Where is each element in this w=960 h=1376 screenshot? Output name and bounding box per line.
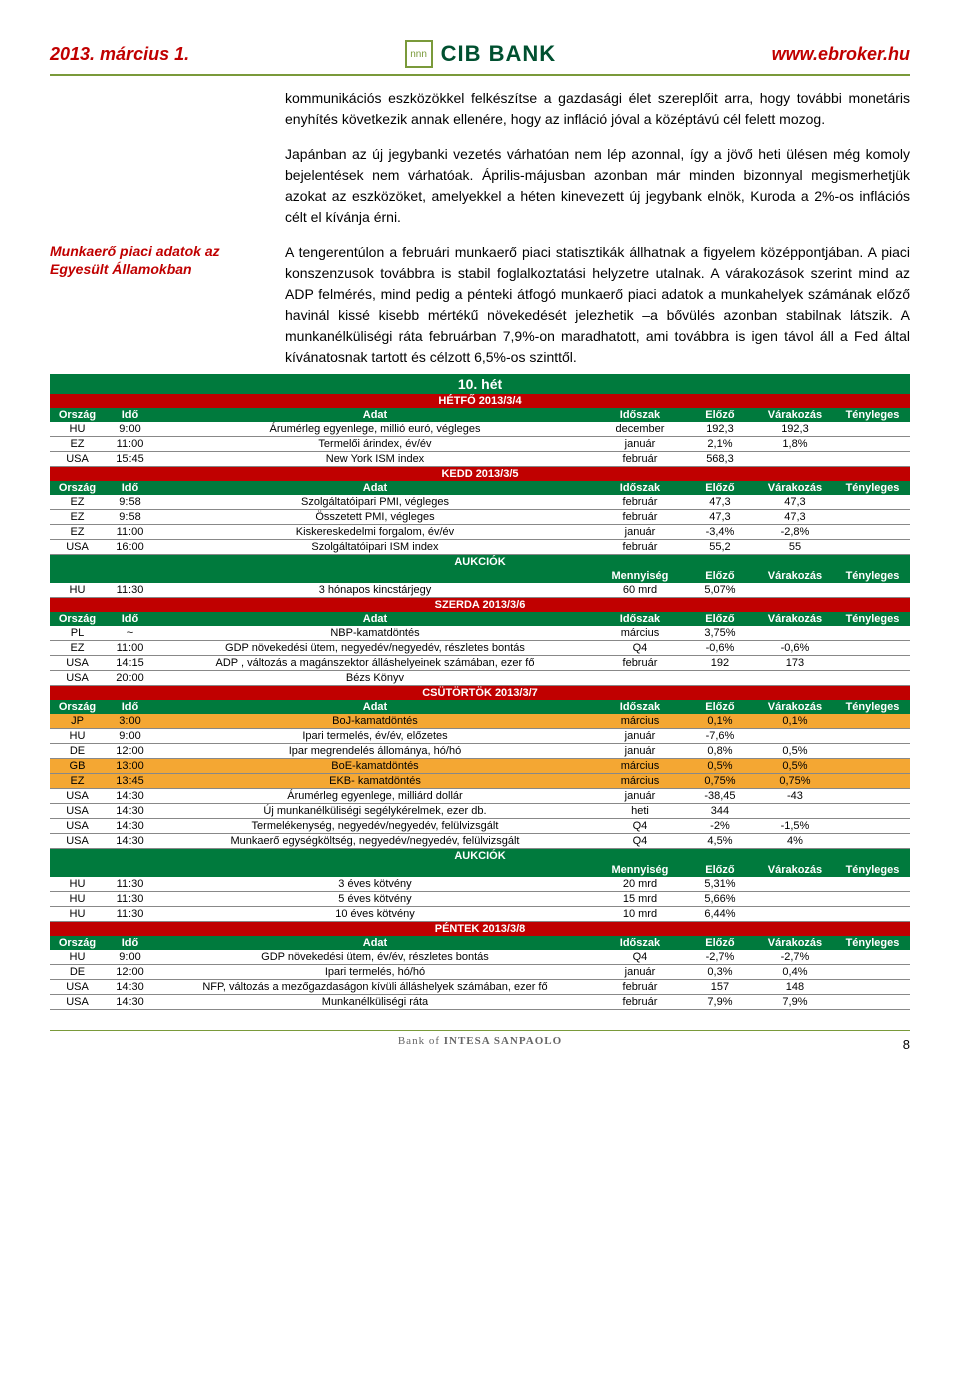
table-row: EZ9:58 Összetett PMI, véglegesfebruár 47… [50,510,910,525]
auction-header: AUKCIÓK [50,849,910,864]
paragraph-2: Japánban az új jegybanki vezetés várható… [285,144,910,228]
day-header: PÉNTEK 2013/3/8 [50,922,910,937]
page-number: 8 [903,1037,910,1052]
logo: nnn CIB BANK [405,40,557,68]
table-row: USA15:45 New York ISM indexfebruár 568,3 [50,452,910,467]
table-row: DE12:00 Ipari termelés, hó/hójanuár 0,3%… [50,965,910,980]
table-row: PL~ NBP-kamatdöntésmárcius 3,75% [50,626,910,641]
day-header: CSÜTÖRTÖK 2013/3/7 [50,686,910,701]
table-row: HU9:00 GDP növekedési ütem, év/év, részl… [50,950,910,965]
table-row: USA14:30 Árumérleg egyenlege, milliárd d… [50,789,910,804]
table-row: USA16:00 Szolgáltatóipari ISM indexfebru… [50,540,910,555]
side-label: Munkaerő piaci adatok az Egyesült Államo… [50,242,267,368]
header-url: www.ebroker.hu [772,44,910,65]
week-bar: 10. hét [50,374,910,394]
day-header: HÉTFŐ 2013/3/4 [50,394,910,408]
table-row: USA14:30 Munkaerő egységköltség, negyedé… [50,834,910,849]
auction-header: AUKCIÓK [50,555,910,570]
table-row: EZ11:00 Termelői árindex, év/évjanuár 2,… [50,437,910,452]
table-row: USA14:30 Termelékenység, negyedév/negyed… [50,819,910,834]
table-row: USA14:15 ADP , változás a magánszektor á… [50,656,910,671]
logo-icon: nnn [405,40,433,68]
column-header-row: OrszágIdő AdatIdőszak ElőzőVárakozás Tén… [50,612,910,626]
footer: Bank of INTESA SANPAOLO 8 [50,1030,910,1047]
day-header: KEDD 2013/3/5 [50,467,910,482]
table-row: HU11:30 10 éves kötvény10 mrd 6,44% [50,907,910,922]
column-header-row: OrszágIdő AdatIdőszak ElőzőVárakozás Tén… [50,936,910,950]
table-row: USA14:30 Új munkanélküliségi segélykérel… [50,804,910,819]
day-header: SZERDA 2013/3/6 [50,598,910,613]
table-row: GB13:00 BoE-kamatdöntésmárcius 0,5%0,5% [50,759,910,774]
table-row: EZ11:00 GDP növekedési ütem, negyedév/ne… [50,641,910,656]
column-header-row: OrszágIdő AdatIdőszak ElőzőVárakozás Tén… [50,700,910,714]
paragraph-3: A tengerentúlon a februári munkaerő piac… [285,242,910,368]
table-row: EZ13:45 EKB- kamatdöntésmárcius 0,75%0,7… [50,774,910,789]
table-row: EZ11:00 Kiskereskedelmi forgalom, év/évj… [50,525,910,540]
table-row: HU9:00 Ipari termelés, év/év, előzetesja… [50,729,910,744]
footer-logo: Bank of INTESA SANPAOLO [398,1035,562,1047]
logo-text: CIB BANK [441,41,557,67]
table-row: USA20:00 Bézs Könyv [50,671,910,686]
calendar-table: HÉTFŐ 2013/3/4 OrszágIdő AdatIdőszak Elő… [50,394,910,1010]
table-row: HU9:00 Árumérleg egyenlege, millió euró,… [50,422,910,437]
table-row: JP3:00 BoJ-kamatdöntésmárcius 0,1%0,1% [50,714,910,729]
auction-sub-header: MennyiségElőző VárakozásTényleges [50,863,910,877]
auction-sub-header: MennyiségElőző VárakozásTényleges [50,569,910,583]
table-row: USA14:30 Munkanélküliségi rátafebruár 7,… [50,995,910,1010]
header-date: 2013. március 1. [50,44,189,65]
table-row: DE12:00 Ipar megrendelés állománya, hó/h… [50,744,910,759]
table-row: USA14:30 NFP, változás a mezőgazdaságon … [50,980,910,995]
header-divider [50,74,910,76]
paragraph-1: kommunikációs eszközökkel felkészítse a … [285,88,910,130]
column-header-row: OrszágIdő AdatIdőszak ElőzőVárakozás Tén… [50,481,910,495]
table-row: HU11:30 5 éves kötvény15 mrd 5,66% [50,892,910,907]
table-row: EZ9:58 Szolgáltatóipari PMI, véglegesfeb… [50,495,910,510]
table-row: HU11:30 3 éves kötvény20 mrd 5,31% [50,877,910,892]
page-header: 2013. március 1. nnn CIB BANK www.ebroke… [50,40,910,68]
column-header-row: OrszágIdő AdatIdőszak ElőzőVárakozás Tén… [50,408,910,422]
table-row: HU11:30 3 hónapos kincstárjegy60 mrd 5,0… [50,583,910,598]
